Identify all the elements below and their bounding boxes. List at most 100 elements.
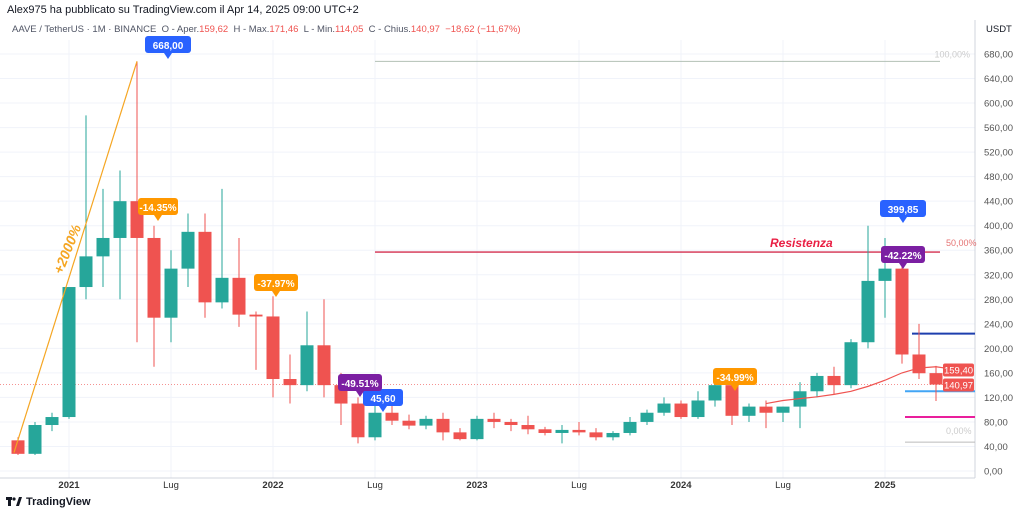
y-tick-label: 0,00	[984, 467, 1003, 478]
close-label: C - Chius.	[368, 24, 411, 35]
drop-label-1-pointer	[154, 215, 162, 221]
low-price-label: 45,60	[370, 394, 395, 405]
x-tick-label: 2025	[874, 480, 896, 491]
candle-body	[895, 268, 909, 355]
candle-body	[827, 375, 841, 386]
candle-body	[742, 406, 756, 416]
tv-logo-icon	[6, 497, 22, 506]
y-tick-label: 600,00	[984, 99, 1013, 110]
x-tick-label: Lug	[367, 480, 383, 491]
y-tick-label: 240,00	[984, 319, 1013, 330]
currency-label: USDT	[986, 24, 1012, 35]
drop-label-3: -49.51%	[341, 379, 378, 390]
candle-body	[708, 385, 722, 401]
y-tick-label: 160,00	[984, 368, 1013, 379]
candle-body	[351, 403, 365, 438]
y-tick-label: 400,00	[984, 221, 1013, 232]
high-label: H - Max.	[233, 24, 270, 35]
candle-body	[113, 201, 127, 238]
low-label: L - Min.	[303, 24, 335, 35]
candle-body	[572, 429, 586, 433]
candle-body	[45, 417, 59, 426]
x-tick-label: Lug	[163, 480, 179, 491]
candle-body	[419, 418, 433, 426]
candle-body	[521, 425, 535, 430]
candle-body	[861, 280, 875, 343]
tradingview-logo[interactable]: TradingView	[6, 496, 91, 508]
candle-body	[232, 277, 246, 315]
close-value: 140,97	[410, 24, 440, 35]
drop-label-4-bg	[713, 368, 757, 385]
change-value: −18,62 (−11,67%)	[445, 24, 521, 35]
candle-body	[606, 432, 620, 438]
ohlc-legend: AAVE / TetherUS · 1M · BINANCE O - Aper.…	[12, 24, 521, 35]
candle-body	[589, 432, 603, 438]
candle-body	[79, 256, 93, 288]
high-value: 171,46	[269, 24, 299, 35]
x-tick-label: 2024	[670, 480, 692, 491]
drop-label-1: -14.35%	[139, 203, 176, 214]
candle-body	[623, 421, 637, 433]
drop-label-3-pointer	[356, 391, 364, 397]
candle-body	[300, 345, 314, 386]
symbol[interactable]: AAVE / TetherUS · 1M · BINANCE	[12, 24, 157, 35]
candle-body	[96, 237, 110, 257]
y-tick-label: 80,00	[984, 417, 1008, 428]
candle-body	[11, 440, 25, 454]
high-price-label: 668,00	[153, 41, 184, 52]
candle-body	[385, 412, 399, 421]
candle-body	[181, 231, 195, 269]
last-price-tag: 140,97	[944, 381, 973, 392]
moving-average-line	[765, 366, 954, 405]
candle-body	[266, 316, 280, 380]
tv-logo-text: TradingView	[26, 496, 91, 508]
candle-body	[487, 418, 501, 422]
x-tick-label: 2021	[58, 480, 80, 491]
y-tick-label: 640,00	[984, 74, 1013, 85]
candle-body	[929, 373, 943, 385]
candle-body	[640, 412, 654, 422]
candle-body	[436, 418, 450, 433]
prev-price-tag-bg	[943, 363, 974, 377]
candle-body	[147, 237, 161, 318]
y-tick-label: 40,00	[984, 442, 1008, 453]
y-tick-label: 200,00	[984, 344, 1013, 355]
publish-info: Alex975 ha pubblicato su TradingView.com…	[7, 4, 359, 16]
x-tick-label: Lug	[775, 480, 791, 491]
candle-body	[62, 287, 76, 418]
drop-label-5-bg	[881, 246, 925, 263]
candle-body	[504, 421, 518, 426]
drop-label-2: -37.97%	[257, 279, 294, 290]
candle-body	[555, 429, 569, 433]
candle-body	[691, 400, 705, 418]
last-price-tag-bg	[943, 378, 974, 392]
candle-body	[725, 385, 739, 416]
peak-price-label: 399,85	[888, 205, 919, 216]
candle-body	[215, 277, 229, 303]
candle-body	[368, 412, 382, 438]
candle-body	[912, 354, 926, 374]
peak-price-label-pointer	[899, 217, 907, 223]
open-label: O - Aper.	[161, 24, 200, 35]
candle-body	[28, 425, 42, 454]
drop-label-5-pointer	[899, 263, 907, 269]
y-tick-label: 560,00	[984, 123, 1013, 134]
y-tick-label: 520,00	[984, 148, 1013, 159]
drop-label-1-bg	[138, 198, 178, 215]
low-value: 114,05	[335, 24, 364, 35]
candle-body	[317, 345, 331, 386]
drop-label-4-pointer	[731, 385, 739, 391]
candle-body	[776, 406, 790, 413]
x-tick-label: 2023	[466, 480, 487, 491]
candle-body	[878, 268, 892, 281]
pump-trend-line	[13, 61, 138, 453]
candle-body	[810, 375, 824, 392]
candle-body	[674, 403, 688, 418]
candle-body	[759, 406, 773, 413]
low-price-label-pointer	[379, 406, 387, 412]
drop-label-2-pointer	[272, 291, 280, 297]
prev-price-tag: 159,40	[944, 366, 973, 377]
candle-body	[249, 314, 263, 317]
open-value: 159,62	[199, 24, 229, 35]
